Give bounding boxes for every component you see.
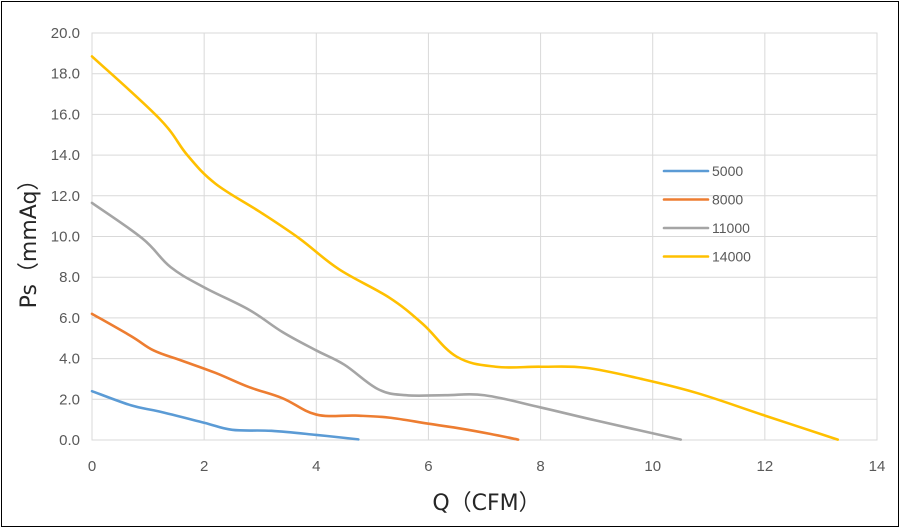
x-tick-label: 10: [644, 458, 661, 475]
y-tick-label: 14.0: [51, 147, 80, 164]
x-tick-label: 14: [869, 458, 886, 475]
x-tick-label: 2: [200, 458, 208, 475]
legend-label-11000: 11000: [712, 220, 750, 236]
y-tick-label: 16.0: [51, 106, 80, 123]
series-line-8000: [90, 312, 520, 441]
series-layer: [90, 55, 840, 441]
legend-label-8000: 8000: [712, 192, 743, 208]
y-tick-label: 4.0: [59, 351, 80, 368]
y-tick-label: 20.0: [51, 25, 80, 42]
series-line-5000: [90, 389, 360, 441]
tick-label-layer: 0 2 4 6 8 10 12 14 0.0 2.0 4.0 6.0 8.0 10.0 12.0 14.0 16…: [51, 25, 886, 475]
y-tick-label: 8.0: [59, 269, 80, 286]
y-tick-label: 18.0: [51, 66, 80, 83]
y-tick-label: 2.0: [59, 391, 80, 408]
x-tick-label: 8: [536, 458, 544, 475]
x-tick-label: 4: [312, 458, 320, 475]
y-axis-title: Ps（mmAq）: [17, 169, 42, 309]
legend-label-5000: 5000: [712, 163, 743, 179]
legend: 5000 8000 11000 14000: [662, 163, 751, 265]
y-tick-label: 0.0: [59, 432, 80, 449]
x-tick-label: 6: [424, 458, 432, 475]
grid-layer: [91, 32, 878, 441]
y-tick-label: 12.0: [51, 188, 80, 205]
x-tick-label: 12: [757, 458, 774, 475]
y-tick-label: 6.0: [59, 310, 80, 327]
y-tick-label: 10.0: [51, 229, 80, 246]
x-tick-label: 0: [88, 458, 96, 475]
series-line-14000: [90, 55, 840, 441]
x-axis-title: Q（CFM）: [432, 491, 540, 516]
plot-area-border: [91, 32, 878, 441]
series-line-11000: [90, 201, 683, 441]
legend-label-14000: 14000: [712, 249, 751, 265]
